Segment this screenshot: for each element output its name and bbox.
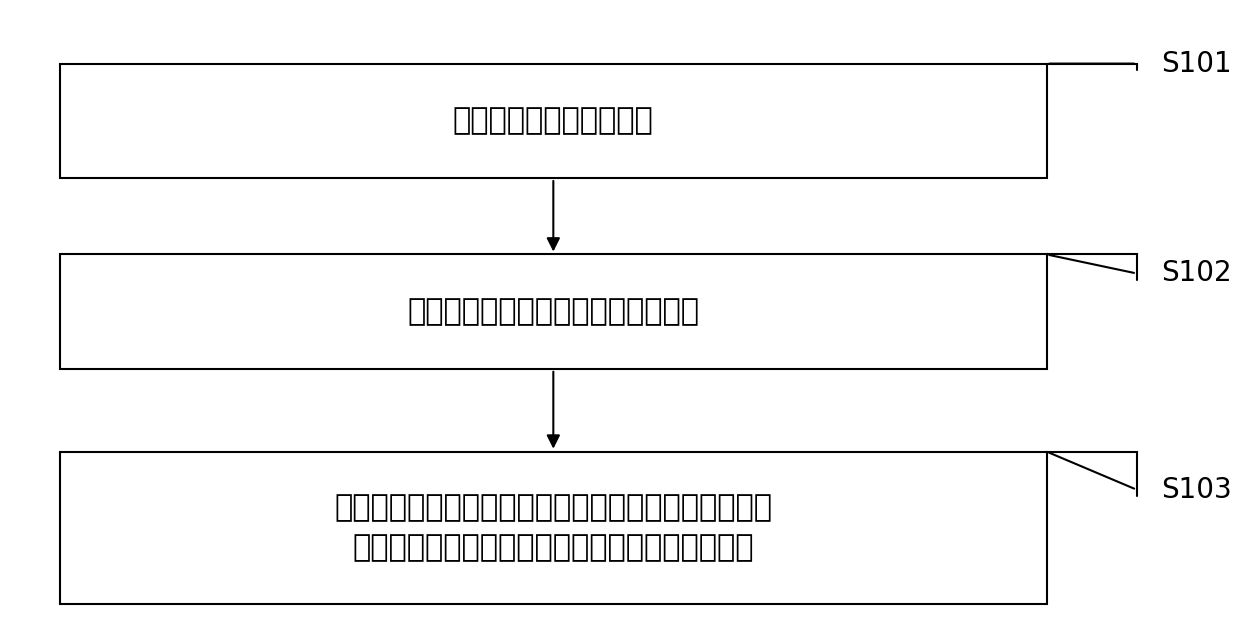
Text: 输气管道基础参数的收集: 输气管道基础参数的收集 (453, 106, 653, 135)
Text: S103: S103 (1161, 476, 1231, 504)
Text: S101: S101 (1161, 50, 1231, 78)
Text: 对影响阀室间距的相关因素进行计算: 对影响阀室间距的相关因素进行计算 (407, 297, 699, 326)
FancyBboxPatch shape (61, 64, 1047, 178)
Text: 计算得到的参数值代入到不同的地区等级的管道线路截
断阀室间距计算公式中，最终确定阀室的最优间距: 计算得到的参数值代入到不同的地区等级的管道线路截 断阀室间距计算公式中，最终确定… (335, 493, 773, 563)
FancyBboxPatch shape (61, 254, 1047, 369)
FancyBboxPatch shape (61, 452, 1047, 604)
Text: S102: S102 (1161, 259, 1231, 287)
